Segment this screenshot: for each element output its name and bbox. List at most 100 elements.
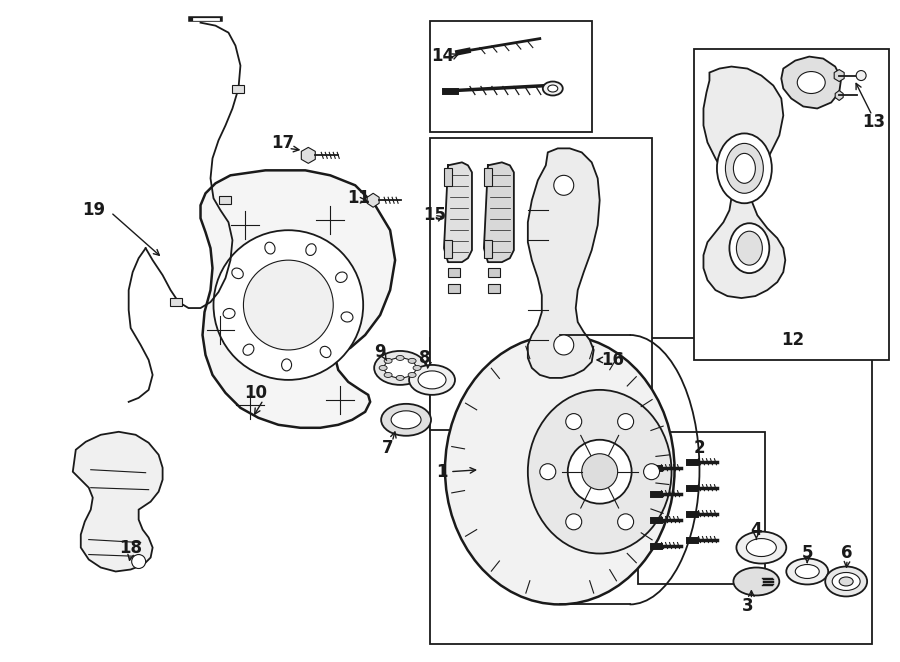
Ellipse shape [787,559,828,585]
Text: 2: 2 [694,439,706,457]
Bar [448,268,460,277]
Ellipse shape [825,567,867,596]
Circle shape [568,440,632,504]
Bar [488,284,500,293]
Text: 9: 9 [374,343,386,361]
Circle shape [566,514,581,530]
Ellipse shape [717,134,772,203]
Polygon shape [781,56,842,109]
Ellipse shape [797,71,825,93]
Bar [695,48,889,360]
Ellipse shape [734,567,779,595]
Ellipse shape [265,242,275,254]
Bar [430,21,591,132]
Text: 10: 10 [244,384,267,402]
Bar [232,85,245,93]
Text: 19: 19 [82,201,105,219]
Bar [220,197,231,205]
Polygon shape [73,432,163,571]
Ellipse shape [232,268,243,279]
Polygon shape [835,91,843,101]
Text: 8: 8 [419,349,431,367]
Ellipse shape [796,565,819,579]
Bar [169,298,182,306]
Text: 6: 6 [842,544,853,561]
Ellipse shape [384,373,392,377]
Text: 14: 14 [431,46,454,65]
Ellipse shape [223,308,235,318]
Circle shape [213,230,364,380]
Ellipse shape [832,573,860,591]
Ellipse shape [392,411,421,429]
Ellipse shape [839,577,853,586]
Polygon shape [302,148,315,164]
Ellipse shape [396,355,404,360]
Text: 11: 11 [346,189,370,207]
Ellipse shape [306,244,316,256]
Ellipse shape [341,312,353,322]
Text: 4: 4 [751,520,762,539]
Bar [488,268,500,277]
Text: 17: 17 [271,134,294,152]
Polygon shape [367,193,379,207]
Ellipse shape [418,371,446,389]
Ellipse shape [746,539,777,557]
Bar [444,168,452,186]
Text: 13: 13 [862,113,886,132]
Ellipse shape [736,532,787,563]
Polygon shape [444,162,472,262]
Ellipse shape [527,390,671,553]
Ellipse shape [384,358,416,378]
Ellipse shape [445,335,674,604]
Text: 3: 3 [742,597,753,616]
Ellipse shape [396,375,404,381]
Circle shape [617,414,634,430]
Text: 12: 12 [780,331,804,349]
Circle shape [566,414,581,430]
Ellipse shape [729,223,769,273]
Ellipse shape [384,358,392,363]
Text: 18: 18 [119,539,142,557]
Bar [430,138,652,430]
Bar [448,284,460,293]
Circle shape [644,463,660,480]
Text: 15: 15 [424,207,446,224]
Polygon shape [484,162,514,262]
Ellipse shape [548,85,558,92]
Ellipse shape [282,359,292,371]
Polygon shape [704,67,786,298]
Ellipse shape [736,231,762,265]
Bar [430,338,872,644]
Ellipse shape [408,358,416,363]
Ellipse shape [408,373,416,377]
Circle shape [856,71,866,81]
Bar [637,432,765,585]
Text: 16: 16 [601,351,625,369]
Ellipse shape [410,365,455,395]
Circle shape [131,555,146,569]
Ellipse shape [413,365,421,371]
Ellipse shape [725,144,763,193]
Ellipse shape [243,344,254,355]
Circle shape [617,514,634,530]
Circle shape [554,175,573,195]
Text: 5: 5 [802,544,813,561]
Circle shape [540,463,556,480]
Bar [484,168,492,186]
Ellipse shape [374,351,426,385]
Ellipse shape [379,365,387,371]
Circle shape [243,260,333,350]
Text: 7: 7 [382,439,394,457]
Polygon shape [834,70,844,81]
Polygon shape [527,148,599,378]
Circle shape [581,453,617,490]
Ellipse shape [320,346,331,357]
Bar [484,240,492,258]
Polygon shape [201,170,395,428]
Ellipse shape [336,272,347,283]
Ellipse shape [543,81,562,95]
Ellipse shape [734,154,755,183]
Circle shape [554,335,573,355]
Ellipse shape [381,404,431,436]
Text: 1: 1 [436,463,447,481]
